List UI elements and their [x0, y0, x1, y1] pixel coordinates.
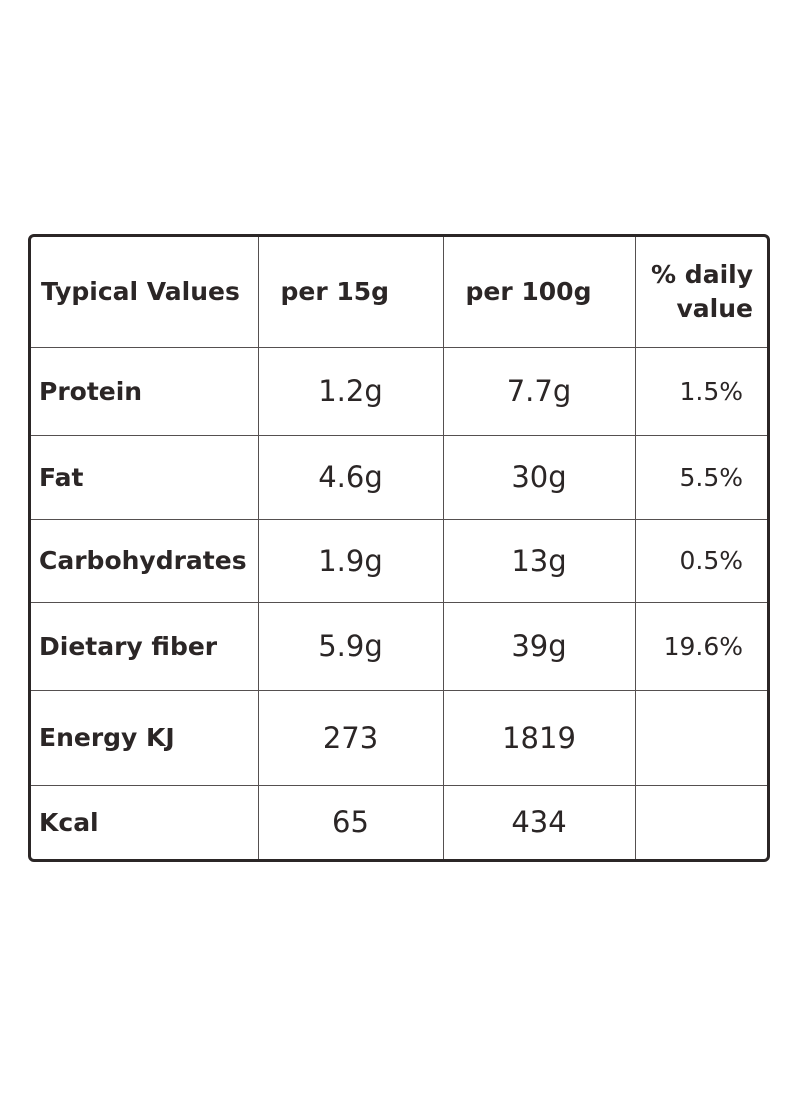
header-per-100g: per 100g — [442, 237, 636, 348]
table-row: Dietary fiber 5.9g 39g 19.6% — [31, 601, 767, 691]
row-label: Protein — [31, 346, 259, 436]
row-label: Fat — [31, 434, 259, 520]
table-row: Kcal 65 434 — [31, 784, 767, 859]
cell-per-100g: 434 — [442, 784, 636, 859]
cell-per-100g: 1819 — [442, 689, 636, 786]
cell-per-15g: 65 — [257, 784, 444, 859]
row-label: Dietary fiber — [31, 601, 259, 691]
cell-daily-value: 0.5% — [634, 518, 767, 603]
table-row: Carbohydrates 1.9g 13g 0.5% — [31, 518, 767, 603]
row-label: Energy KJ — [31, 689, 259, 786]
cell-per-15g: 273 — [257, 689, 444, 786]
cell-per-15g: 5.9g — [257, 601, 444, 691]
cell-per-15g: 4.6g — [257, 434, 444, 520]
cell-per-100g: 30g — [442, 434, 636, 520]
header-daily-value: % daily value — [634, 237, 767, 348]
cell-daily-value: 19.6% — [634, 601, 767, 691]
cell-per-15g: 1.2g — [257, 346, 444, 436]
cell-daily-value: 5.5% — [634, 434, 767, 520]
cell-per-15g: 1.9g — [257, 518, 444, 603]
table-row: Energy KJ 273 1819 — [31, 689, 767, 786]
cell-per-100g: 13g — [442, 518, 636, 603]
cell-daily-value — [634, 689, 767, 786]
table-row: Protein 1.2g 7.7g 1.5% — [31, 346, 767, 436]
table-row: Fat 4.6g 30g 5.5% — [31, 434, 767, 520]
header-per-15g: per 15g — [257, 237, 444, 348]
header-typical-values: Typical Values — [31, 237, 259, 348]
cell-daily-value — [634, 784, 767, 859]
cell-per-100g: 7.7g — [442, 346, 636, 436]
table-header-row: Typical Values per 15g per 100g % daily v… — [31, 237, 767, 348]
nutrition-table: Typical Values per 15g per 100g % daily v… — [28, 234, 770, 862]
row-label: Kcal — [31, 784, 259, 859]
header-daily-line2: value — [676, 293, 754, 323]
cell-per-100g: 39g — [442, 601, 636, 691]
header-daily-line1: % daily — [651, 260, 753, 289]
row-label: Carbohydrates — [31, 518, 259, 603]
nutrition-grid: Typical Values per 15g per 100g % daily v… — [31, 237, 767, 859]
cell-daily-value: 1.5% — [634, 346, 767, 436]
